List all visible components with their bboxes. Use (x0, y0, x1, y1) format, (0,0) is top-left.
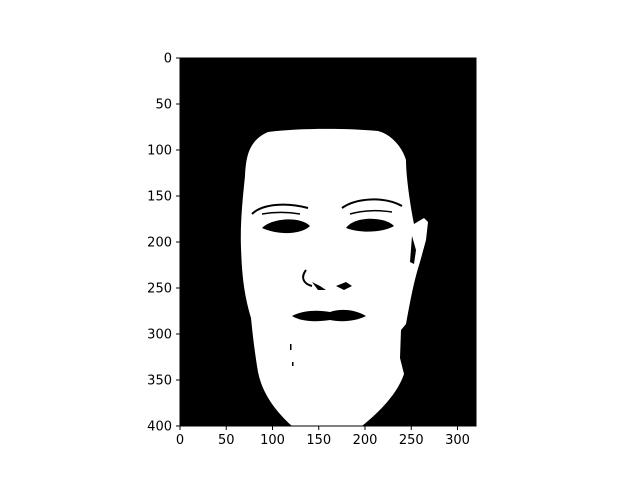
right-eyebrow (341, 198, 403, 209)
x-tick-label: 100 (260, 433, 285, 448)
y-tick-label: 150 (147, 190, 172, 205)
x-tick-label: 300 (445, 433, 470, 448)
face-mask-region (240, 128, 428, 426)
x-tick-label: 150 (306, 433, 331, 448)
x-axis: 0 50 100 150 200 250 300 (176, 426, 470, 448)
image-area (180, 58, 476, 426)
y-tick-label: 100 (147, 144, 172, 159)
x-tick-label: 200 (353, 433, 378, 448)
left-eyebrow (251, 203, 309, 215)
mask-speckle (290, 344, 292, 350)
mouth (292, 309, 366, 322)
y-axis: 0 50 100 150 200 250 300 350 400 (147, 52, 180, 435)
left-eyebrow-lower (261, 211, 301, 215)
y-tick-label: 400 (147, 420, 172, 435)
x-tick-label: 50 (218, 433, 235, 448)
nose-left-curve (302, 269, 313, 287)
nose-right-nostril (336, 282, 352, 290)
y-tick-label: 250 (147, 282, 172, 297)
ear-detail (410, 236, 416, 264)
y-tick-label: 0 (164, 52, 172, 67)
y-tick-label: 200 (147, 236, 172, 251)
right-eye (346, 218, 394, 232)
y-tick-label: 300 (147, 328, 172, 343)
y-tick-label: 350 (147, 374, 172, 389)
x-tick-label: 250 (399, 433, 424, 448)
x-tick-label: 0 (176, 433, 184, 448)
mask-speckle (292, 362, 294, 366)
left-eye (262, 219, 310, 234)
nose-left-nostril (312, 282, 326, 290)
right-eyebrow-lower (349, 209, 393, 215)
y-tick-label: 50 (155, 98, 172, 113)
